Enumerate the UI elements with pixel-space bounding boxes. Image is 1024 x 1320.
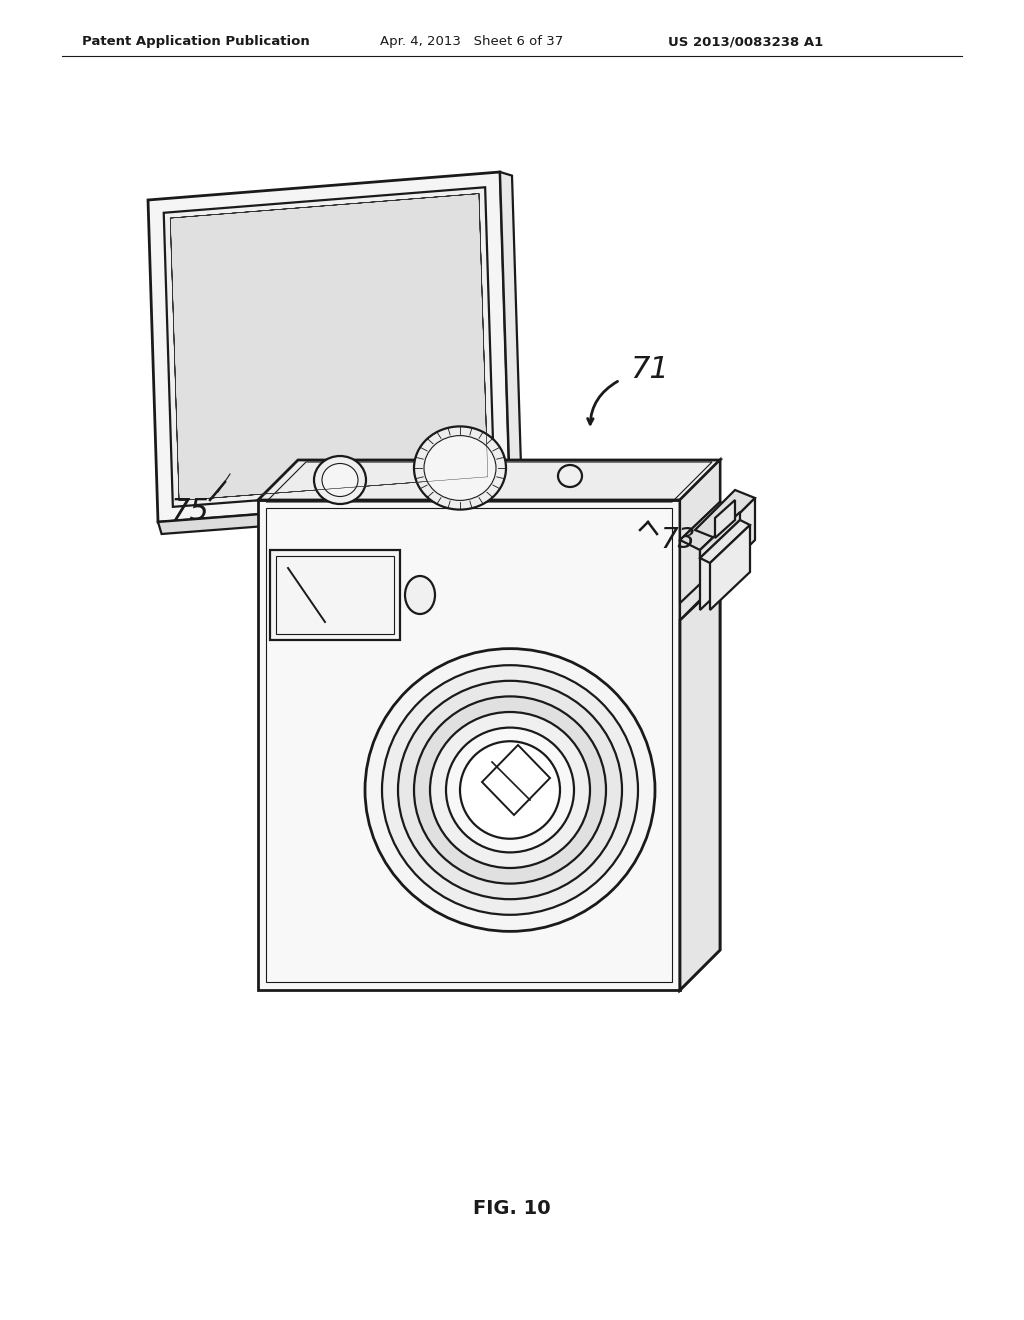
Ellipse shape	[430, 711, 590, 869]
Ellipse shape	[414, 697, 606, 883]
Polygon shape	[700, 512, 740, 610]
Polygon shape	[715, 500, 735, 539]
Polygon shape	[148, 172, 510, 521]
Polygon shape	[680, 582, 720, 990]
Polygon shape	[258, 459, 720, 500]
Ellipse shape	[446, 727, 574, 853]
Polygon shape	[680, 459, 720, 620]
Text: 71: 71	[631, 355, 670, 384]
Polygon shape	[258, 500, 680, 990]
Polygon shape	[158, 495, 514, 535]
Polygon shape	[700, 520, 750, 564]
Ellipse shape	[365, 648, 655, 932]
Ellipse shape	[558, 465, 582, 487]
Ellipse shape	[414, 426, 506, 510]
Polygon shape	[164, 187, 495, 507]
Polygon shape	[482, 744, 550, 814]
Polygon shape	[270, 550, 400, 640]
Polygon shape	[680, 502, 740, 550]
Polygon shape	[680, 502, 720, 603]
Ellipse shape	[424, 436, 496, 500]
Polygon shape	[500, 172, 522, 499]
Polygon shape	[710, 525, 750, 610]
Polygon shape	[695, 490, 755, 539]
Text: 75: 75	[171, 498, 209, 527]
Text: FIG. 10: FIG. 10	[473, 1199, 551, 1217]
Polygon shape	[680, 459, 720, 990]
Polygon shape	[715, 498, 755, 579]
Ellipse shape	[314, 455, 366, 504]
Ellipse shape	[382, 665, 638, 915]
Text: Apr. 4, 2013   Sheet 6 of 37: Apr. 4, 2013 Sheet 6 of 37	[380, 36, 563, 49]
Polygon shape	[700, 512, 740, 558]
Polygon shape	[170, 194, 487, 500]
Ellipse shape	[398, 681, 622, 899]
Text: 73: 73	[660, 525, 695, 554]
Ellipse shape	[406, 576, 435, 614]
Text: US 2013/0083238 A1: US 2013/0083238 A1	[668, 36, 823, 49]
Ellipse shape	[322, 463, 358, 496]
Text: Patent Application Publication: Patent Application Publication	[82, 36, 309, 49]
Ellipse shape	[460, 742, 560, 838]
